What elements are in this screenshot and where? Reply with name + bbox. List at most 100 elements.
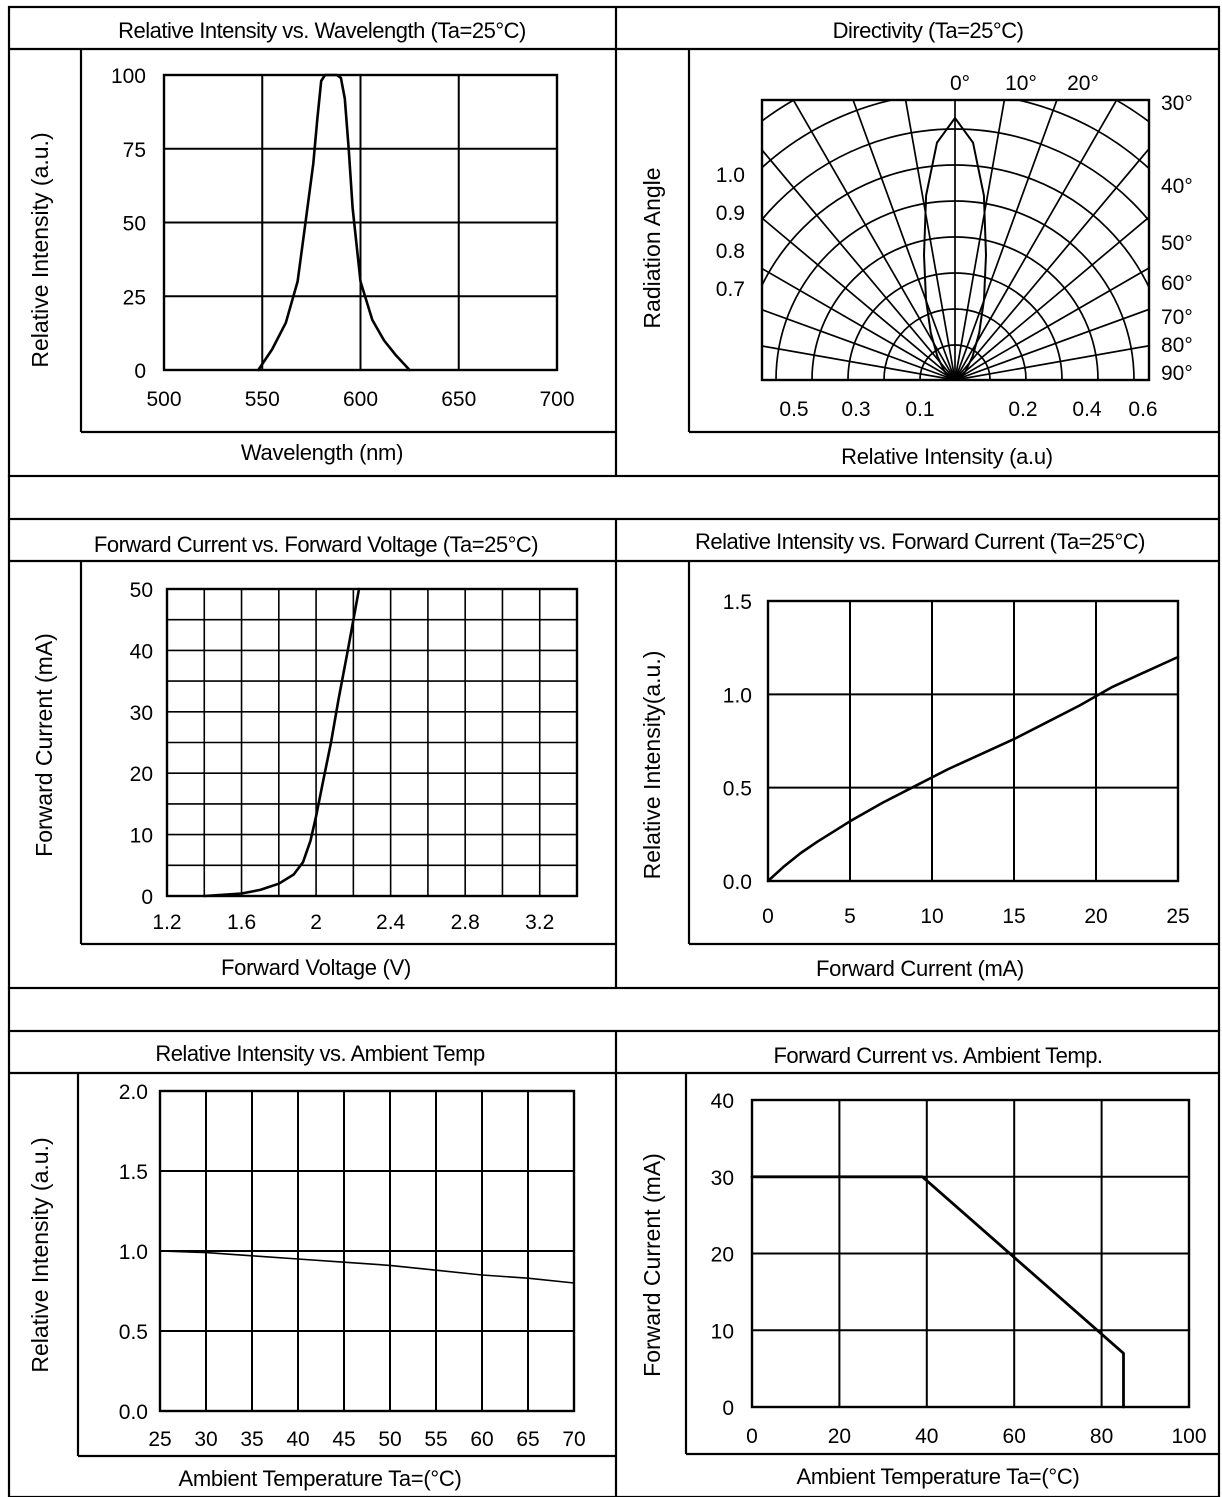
- chart-intensity-vs-temp: Relative Intensity vs. Ambient Temp Ambie…: [27, 1041, 586, 1491]
- x-tick-label: 0: [762, 905, 774, 928]
- chart-intensity-vs-current: Relative Intensity vs. Forward Current (…: [639, 529, 1190, 981]
- polar-grid-ray: [762, 308, 956, 380]
- x-tick-label: 55: [424, 1428, 447, 1451]
- y-tick-label: 10: [130, 825, 153, 848]
- y-tick-label: 1.5: [119, 1161, 148, 1184]
- y-axis-label: Relative Intensity(a.u.): [639, 651, 665, 880]
- chart-title: Forward Current vs. Forward Voltage (Ta=…: [94, 532, 538, 557]
- x-tick-label: 65: [516, 1428, 539, 1451]
- chart-current-vs-temp: Forward Current vs. Ambient Temp. Ambient…: [639, 1043, 1207, 1489]
- chart-title: Forward Current vs. Ambient Temp.: [773, 1043, 1102, 1068]
- y-axis-label: Forward Current (mA): [639, 1153, 665, 1377]
- y-tick-label: 1.0: [119, 1241, 148, 1264]
- x-tick-label: 1.6: [227, 911, 256, 934]
- panel-row-border: [7, 1029, 1221, 1497]
- polar-grid-ray: [954, 216, 1149, 380]
- panel-frames: [7, 5, 1221, 1497]
- intensity-scale-label: 0.4: [1072, 398, 1102, 421]
- y-tick-label: 50: [130, 579, 153, 602]
- polar-grid-ray: [954, 147, 1149, 380]
- angle-label: 60°: [1161, 272, 1193, 295]
- x-tick-label: 0: [746, 1425, 758, 1448]
- x-tick-label: 2: [310, 911, 322, 934]
- intensity-scale-label: 0.1: [905, 398, 934, 421]
- x-tick-label: 40: [286, 1428, 309, 1451]
- intensity-scale-label: 0.6: [1128, 398, 1157, 421]
- chart-title: Relative Intensity vs. Ambient Temp: [155, 1041, 485, 1066]
- y-tick-label: 75: [123, 139, 146, 162]
- polar-grid-ray: [954, 100, 1006, 380]
- x-axis-label: Forward Current (mA): [816, 956, 1024, 981]
- y-tick-label: 1.0: [723, 684, 752, 707]
- x-tick-label: 45: [332, 1428, 355, 1451]
- polar-grid-ray: [954, 100, 1058, 380]
- x-tick-label: 70: [562, 1428, 585, 1451]
- x-axis-label: Forward Voltage (V): [221, 955, 411, 980]
- intensity-scale-label: 0.2: [1008, 398, 1037, 421]
- y-tick-label: 1.5: [723, 591, 752, 614]
- y-tick-label: 40: [130, 640, 153, 663]
- x-tick-label: 60: [470, 1428, 493, 1451]
- plot-frame: [750, 1098, 1191, 1409]
- intensity-scale-label: 0.5: [779, 398, 808, 421]
- y-tick-label: 0: [722, 1397, 734, 1420]
- y-tick-label: 0: [141, 886, 153, 909]
- angle-label: 40°: [1161, 175, 1193, 198]
- chart-directivity: Directivity (Ta=25°C) Relative Intensity …: [639, 18, 1193, 469]
- y-axis-label: Relative Intensity (a.u.): [27, 132, 53, 367]
- chart-wavelength: Relative Intensity vs. Wavelength (Ta=25…: [27, 18, 575, 465]
- y-tick-label: 20: [711, 1244, 734, 1267]
- x-tick-label: 100: [1171, 1425, 1206, 1448]
- x-tick-label: 50: [378, 1428, 401, 1451]
- chart-title: Relative Intensity vs. Forward Current (…: [695, 529, 1145, 554]
- x-tick-label: 10: [920, 905, 943, 928]
- polar-grid-ray: [954, 308, 1149, 380]
- y-tick-label: 100: [111, 65, 146, 88]
- plot-frame: [766, 599, 1180, 883]
- polar-grid: [762, 100, 1149, 380]
- y-tick-label: 25: [123, 286, 146, 309]
- y-tick-label: 0.0: [723, 871, 752, 894]
- data-series-lobe: [923, 117, 987, 380]
- y-tick-label: 50: [123, 213, 146, 236]
- x-tick-label: 2.8: [451, 911, 480, 934]
- chart-iv-curve: Forward Current vs. Forward Voltage (Ta=…: [31, 532, 579, 980]
- data-series-line: [766, 655, 1180, 883]
- x-tick-label: 40: [915, 1425, 938, 1448]
- polar-grid-ray: [762, 148, 956, 380]
- plot-frame: [165, 587, 579, 898]
- x-tick-label: 80: [1090, 1425, 1113, 1448]
- radius-scale-label: 0.7: [716, 278, 745, 301]
- y-tick-label: 30: [130, 702, 153, 725]
- panel-row-border: [7, 5, 1221, 478]
- y-tick-label: 20: [130, 763, 153, 786]
- x-axis-label: Ambient Temperature Ta=(°C): [797, 1464, 1080, 1489]
- x-tick-label: 2.4: [376, 911, 406, 934]
- plot-frame: [162, 73, 559, 372]
- angle-label: 90°: [1161, 362, 1193, 385]
- polar-grid-ray: [762, 216, 956, 380]
- x-tick-label: 15: [1002, 905, 1025, 928]
- polar-grid-ray: [954, 100, 1118, 380]
- y-tick-label: 30: [711, 1167, 734, 1190]
- polar-grid-ray: [762, 345, 956, 380]
- y-tick-label: 2.0: [119, 1081, 148, 1104]
- radius-scale-label: 1.0: [716, 164, 745, 187]
- y-tick-label: 0.5: [119, 1321, 148, 1344]
- x-axis-label: Relative Intensity (a.u): [841, 444, 1053, 469]
- data-series-line: [203, 587, 361, 898]
- polar-grid-ray: [904, 100, 956, 380]
- angle-label: 80°: [1161, 334, 1193, 357]
- radius-scale-label: 0.8: [716, 240, 745, 263]
- y-axis-label: Forward Current (mA): [31, 633, 57, 857]
- x-tick-label: 25: [148, 1428, 171, 1451]
- x-tick-label: 60: [1003, 1425, 1026, 1448]
- x-tick-label: 1.2: [152, 911, 181, 934]
- data-series-line: [750, 1175, 1125, 1409]
- chart-title: Directivity (Ta=25°C): [833, 18, 1024, 43]
- polar-grid-ray: [762, 267, 956, 380]
- polar-grid-ray: [954, 267, 1149, 380]
- angle-label: 30°: [1161, 92, 1193, 115]
- angle-label: 50°: [1161, 232, 1193, 255]
